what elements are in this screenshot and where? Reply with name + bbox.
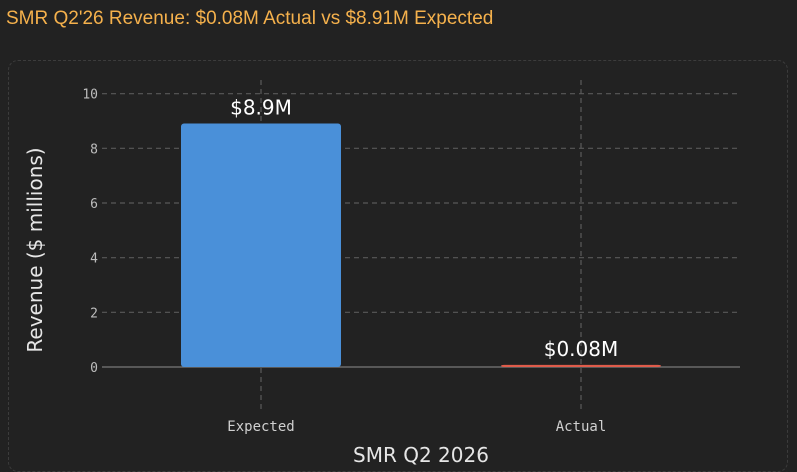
y-tick-label: 10 xyxy=(82,88,98,103)
x-tick-label: Actual xyxy=(556,419,607,435)
chart-title: SMR Q2'26 Revenue: $0.08M Actual vs $8.9… xyxy=(6,8,494,29)
y-axis-label: Revenue ($ millions) xyxy=(23,147,47,352)
x-tick-label: Expected xyxy=(227,419,294,435)
bar-expected xyxy=(181,123,341,368)
y-tick-label: 0 xyxy=(90,361,98,376)
y-tick-label: 2 xyxy=(90,306,98,321)
x-ticks: Expected Actual xyxy=(227,419,606,435)
bar-actual xyxy=(501,364,661,367)
y-tick-label: 4 xyxy=(90,252,98,267)
bars xyxy=(181,123,661,368)
y-tick-label: 6 xyxy=(90,197,98,212)
data-label-actual: $0.08M xyxy=(544,337,619,361)
data-labels: $8.9M $0.08M xyxy=(230,95,618,360)
data-label-expected: $8.9M xyxy=(230,95,292,119)
y-ticks: 0 2 4 6 8 10 xyxy=(82,88,98,376)
y-tick-label: 8 xyxy=(90,142,98,157)
x-axis-label: SMR Q2 2026 xyxy=(353,443,489,467)
